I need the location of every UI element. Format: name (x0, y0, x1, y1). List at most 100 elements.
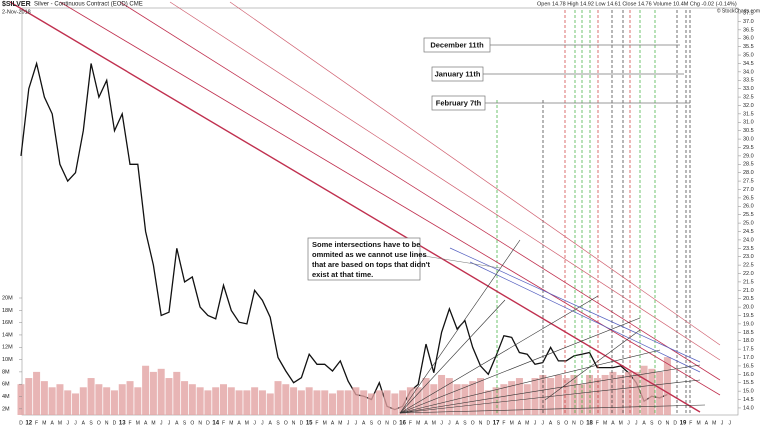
y2-tick-label: 2M (2, 406, 10, 412)
volume-bar (95, 384, 103, 415)
volume-bar (251, 387, 259, 415)
volume-bar (601, 374, 609, 415)
x-tick-label: A (175, 420, 179, 426)
volume-bar (79, 387, 87, 415)
y2-tick-label: 20M (2, 295, 13, 301)
description: Silver - Continuous Contract (EOD) CME (34, 2, 143, 8)
x-tick-label: S (370, 420, 374, 426)
volume-bar (484, 390, 492, 415)
volume-bar (243, 390, 251, 415)
x-tick-label: A (424, 420, 428, 426)
volume-bar (305, 387, 313, 415)
x-tick-label: M (603, 420, 607, 426)
y-tick-label: 33.5 (743, 78, 754, 84)
x-tick-label: S (557, 420, 561, 426)
volume-bar (321, 390, 329, 415)
y-tick-label: 20.5 (743, 296, 754, 302)
volume-bar (539, 374, 547, 415)
volume-bar (586, 374, 594, 415)
volume-bar (282, 384, 290, 415)
y-tick-label: 30.0 (743, 137, 754, 143)
x-tick-label: J (627, 420, 630, 426)
y-tick-label: 37.0 (743, 19, 754, 25)
x-tick-label: D (393, 420, 397, 426)
x-tick-label: A (331, 420, 335, 426)
x-tick-label: A (611, 420, 615, 426)
volume-bar (391, 393, 399, 415)
x-tick-label: O (564, 420, 568, 426)
y-tick-label: 35.5 (743, 44, 754, 50)
volume-bar (453, 384, 461, 415)
y-tick-label: 30.5 (743, 128, 754, 134)
x-tick-label: J (168, 420, 171, 426)
x-tick-label: M (338, 420, 342, 426)
x-tick-label: M (712, 420, 716, 426)
volume-bar (181, 381, 189, 415)
x-tick-label: 12 (25, 421, 32, 427)
note-line: that are based on tops that didn't (312, 260, 431, 269)
x-tick-label: M (136, 420, 140, 426)
x-tick-label: N (292, 420, 296, 426)
x-tick-label: N (105, 420, 109, 426)
x-tick-label: M (525, 420, 529, 426)
y-tick-label: 31.5 (743, 111, 754, 117)
x-tick-label: M (323, 420, 327, 426)
volume-bar (367, 393, 375, 415)
volume-bar (25, 378, 33, 415)
x-tick-label: A (82, 420, 86, 426)
volume-bar (414, 387, 422, 415)
volume-bar (329, 393, 337, 415)
y-tick-label: 31.0 (743, 120, 754, 126)
volume-bar (617, 374, 625, 415)
volume-bar (336, 390, 344, 415)
volume-bar (399, 390, 407, 415)
x-tick-label: O (284, 420, 288, 426)
x-tick-label: A (455, 420, 459, 426)
x-tick-label: S (276, 420, 280, 426)
y-tick-label: 14.5 (743, 397, 754, 403)
y-tick-label: 33.0 (743, 86, 754, 92)
volume-bar (531, 378, 539, 415)
volume-bar (383, 390, 391, 415)
y-tick-label: 24.0 (743, 237, 754, 243)
x-tick-label: 19 (680, 421, 687, 427)
x-tick-label: S (183, 420, 187, 426)
volume-bar (624, 371, 632, 415)
volume-bar (149, 371, 157, 415)
x-tick-label: A (237, 420, 241, 426)
volume-bar (87, 378, 95, 415)
y2-tick-label: 14M (2, 332, 13, 338)
volume-bar (663, 357, 671, 415)
volume-bar (196, 387, 204, 415)
y-tick-label: 27.5 (743, 179, 754, 185)
x-tick-label: A (705, 420, 709, 426)
x-tick-label: D (673, 420, 677, 426)
vertical-markers (496, 10, 691, 415)
x-tick-label: M (696, 420, 700, 426)
y2-tick-label: 4M (2, 394, 10, 400)
volume-bar (110, 390, 118, 415)
y2-tick-label: 8M (2, 369, 10, 375)
volume-bar (48, 387, 56, 415)
y-tick-label: 26.5 (743, 195, 754, 201)
x-tick-label: F (596, 420, 599, 426)
x-tick-label: M (619, 420, 623, 426)
y-tick-label: 22.5 (743, 263, 754, 269)
x-tick-label: J (635, 420, 638, 426)
volume-bar (648, 368, 656, 415)
y-tick-label: 28.5 (743, 162, 754, 168)
volume-bar (290, 387, 298, 415)
volume-bar (406, 387, 414, 415)
volume-bar (352, 387, 360, 415)
x-tick-label: F (409, 420, 412, 426)
x-tick-label: M (229, 420, 233, 426)
volume-bar (274, 381, 282, 415)
volume-bar (142, 365, 150, 415)
x-tick-label: J (728, 420, 731, 426)
x-tick-label: M (510, 420, 514, 426)
x-tick-label: D (19, 420, 23, 426)
volume-bar (118, 384, 126, 415)
x-tick-label: F (689, 420, 692, 426)
y-tick-label: 27.0 (743, 187, 754, 193)
